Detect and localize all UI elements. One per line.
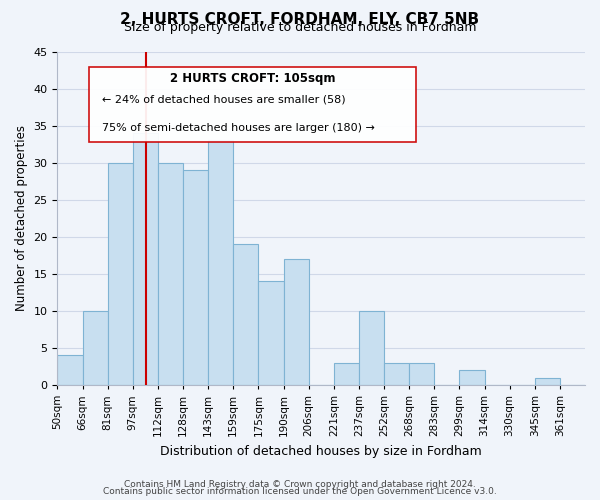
- Bar: [334, 363, 359, 385]
- Bar: [460, 370, 485, 385]
- X-axis label: Distribution of detached houses by size in Fordham: Distribution of detached houses by size …: [160, 444, 482, 458]
- Text: Contains HM Land Registry data © Crown copyright and database right 2024.: Contains HM Land Registry data © Crown c…: [124, 480, 476, 489]
- Bar: [183, 170, 208, 385]
- Bar: [83, 311, 107, 385]
- Text: Size of property relative to detached houses in Fordham: Size of property relative to detached ho…: [124, 22, 476, 35]
- Bar: [359, 311, 384, 385]
- Bar: [158, 162, 183, 385]
- Bar: [384, 363, 409, 385]
- Text: ← 24% of detached houses are smaller (58): ← 24% of detached houses are smaller (58…: [102, 95, 346, 105]
- Bar: [133, 133, 158, 385]
- Text: Contains public sector information licensed under the Open Government Licence v3: Contains public sector information licen…: [103, 487, 497, 496]
- Bar: [284, 259, 308, 385]
- FancyBboxPatch shape: [89, 66, 416, 142]
- Y-axis label: Number of detached properties: Number of detached properties: [15, 126, 28, 312]
- Bar: [259, 282, 284, 385]
- Bar: [409, 363, 434, 385]
- Bar: [107, 162, 133, 385]
- Text: 75% of semi-detached houses are larger (180) →: 75% of semi-detached houses are larger (…: [102, 123, 375, 133]
- Bar: [535, 378, 560, 385]
- Bar: [208, 140, 233, 385]
- Text: 2 HURTS CROFT: 105sqm: 2 HURTS CROFT: 105sqm: [170, 72, 335, 85]
- Text: 2, HURTS CROFT, FORDHAM, ELY, CB7 5NB: 2, HURTS CROFT, FORDHAM, ELY, CB7 5NB: [121, 12, 479, 26]
- Bar: [58, 356, 83, 385]
- Bar: [233, 244, 259, 385]
